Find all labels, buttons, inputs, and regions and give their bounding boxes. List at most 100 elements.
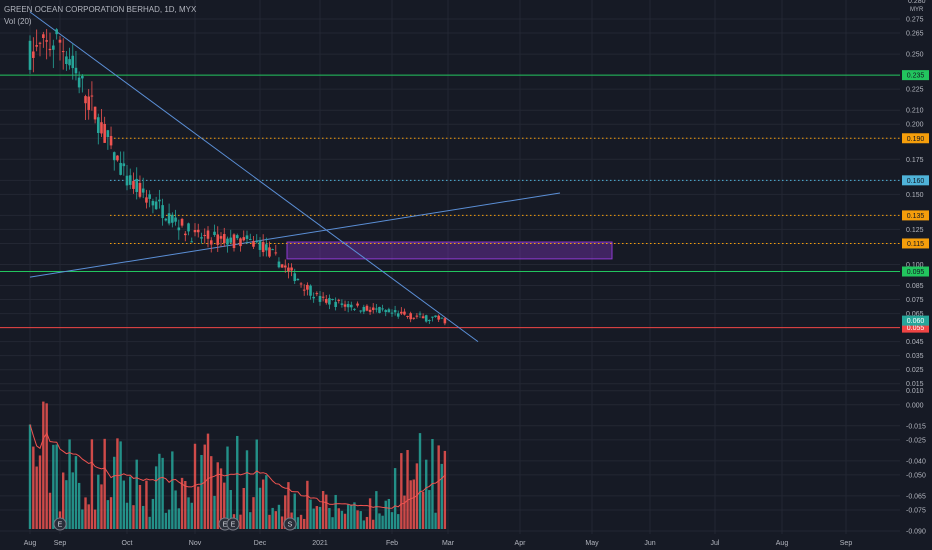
volume-bar [187, 497, 190, 529]
candle-body [116, 155, 119, 161]
candle-body [415, 315, 419, 317]
event-marker-E [226, 517, 240, 531]
candle-body [38, 42, 42, 44]
volume-bar [440, 463, 443, 529]
candle-body [148, 194, 151, 199]
candle-body [299, 283, 303, 285]
x-tick-label: Aug [776, 540, 789, 547]
x-tick-label: Sep [840, 540, 853, 547]
candle-body [177, 227, 181, 231]
candle-body [252, 241, 255, 247]
x-tick-label: Dec [254, 540, 267, 547]
candle-body [48, 48, 52, 51]
candle-body [277, 261, 281, 268]
volume-bar [356, 510, 359, 529]
price-tag-text: 0.095 [907, 269, 925, 276]
volume-bar [200, 455, 203, 529]
candle-body [203, 235, 207, 237]
volume-bar [274, 511, 277, 529]
candle-body [337, 299, 341, 301]
candle-body [306, 284, 309, 290]
candle-body [431, 316, 434, 318]
candle-body [350, 304, 353, 308]
candle-body [412, 317, 416, 319]
volume-bar [106, 500, 110, 529]
candle-body [261, 242, 265, 253]
candle-body [390, 312, 394, 314]
volume-bar [434, 512, 437, 529]
symbol-title: GREEN OCEAN CORPORATION BERHAD, 1D, MYX [4, 5, 197, 14]
volume-bar [252, 497, 255, 529]
candle-body [321, 296, 325, 298]
volume-bar [55, 444, 58, 529]
y-tick-label: 0.210 [906, 108, 924, 115]
candle-body [125, 175, 129, 186]
candle-body [387, 309, 391, 313]
volume-bar [193, 443, 197, 529]
candle-body [122, 163, 126, 167]
candle-body [183, 233, 187, 236]
volume-bar [409, 480, 412, 529]
volume-bar [362, 520, 366, 529]
event-marker-label: E [231, 522, 236, 529]
candle-body [315, 293, 319, 295]
volume-bar [32, 446, 35, 529]
y-tick-label: 0.125 [906, 227, 924, 234]
candle-body [312, 296, 315, 299]
candle-body [45, 40, 48, 42]
y-tick-label-partial: 0.280 [908, 0, 926, 5]
candle-body [209, 240, 213, 245]
candle-body [371, 307, 375, 310]
volume-bar [113, 456, 116, 529]
volume-bar [229, 490, 232, 529]
volume-bar [190, 502, 193, 529]
volume-ma-line [29, 424, 446, 509]
candle-body [219, 236, 223, 239]
candle-body [384, 310, 388, 313]
volume-bar [397, 514, 400, 529]
price-tag-text: 0.160 [907, 178, 925, 185]
x-tick-label: Sep [54, 540, 67, 547]
volume-bar [206, 433, 210, 529]
candle-body [226, 238, 229, 245]
candle-body [245, 235, 249, 239]
x-tick-label: Aug [24, 540, 37, 547]
candle-body [274, 252, 278, 254]
volume-bar [312, 508, 315, 529]
volume-bar [242, 488, 245, 529]
y-tick-label: 0.000 [906, 402, 924, 409]
y-tick-label: -0.025 [906, 437, 926, 444]
volume-bar [135, 459, 138, 529]
candle-body [418, 313, 422, 315]
candle-body [409, 313, 412, 320]
volume-bar [340, 510, 344, 529]
price-tag-0.235 [902, 70, 929, 81]
volume-bar [378, 513, 381, 529]
volume-bar [216, 462, 219, 529]
y-tick-label: -0.015 [906, 423, 926, 430]
price-tag-0.115 [902, 238, 929, 249]
candle-body [90, 95, 94, 97]
y-tick-label: 0.250 [906, 52, 924, 59]
volume-bar [145, 480, 148, 529]
candle-body [242, 237, 246, 241]
candle-body [58, 39, 62, 43]
candle-body [87, 96, 91, 110]
candle-body [61, 51, 65, 53]
volume-bar [284, 495, 287, 529]
candle-body [190, 241, 194, 243]
volume-bar [331, 517, 334, 529]
volume-bar [321, 491, 325, 529]
candle-body [378, 306, 381, 313]
candle-body [158, 199, 161, 202]
candle-body [135, 178, 139, 193]
volume-bar [255, 439, 258, 529]
y-tick-label: 0.015 [906, 381, 924, 388]
volume-bar [167, 509, 171, 529]
candle-body [324, 298, 328, 303]
candle-body [138, 182, 142, 197]
x-tick-label: Jun [644, 540, 655, 547]
candle-body [302, 289, 306, 291]
